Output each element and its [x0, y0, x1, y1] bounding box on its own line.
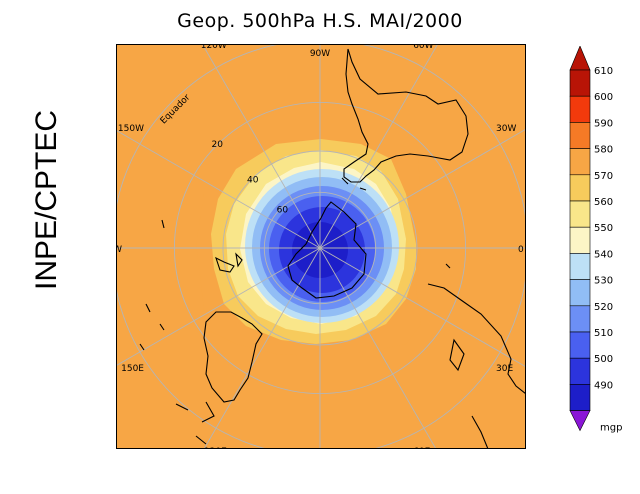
longitude-line — [319, 44, 439, 249]
longitude-label: 120E — [204, 447, 227, 449]
colorbar-level-label: 560 — [594, 197, 613, 208]
colorbar-box — [569, 253, 591, 280]
latitude-label: 20 — [211, 140, 223, 150]
longitude-labels: 90W60W30W030E60E90E120E150E180W150W120W — [116, 44, 524, 449]
longitude-label: 120W — [201, 44, 227, 51]
longitude-label: 60W — [413, 44, 433, 51]
colorbar-level-label: 540 — [594, 249, 613, 260]
coastlines — [139, 48, 526, 449]
colorbar-level-label: 570 — [594, 171, 613, 182]
colorbar-unit: mgp — [600, 423, 622, 434]
latitude-label: 60 — [277, 205, 289, 215]
map-title: Geop. 500hPa H.S. MAI/2000 — [177, 10, 463, 32]
colorbar-level-label: 610 — [594, 66, 613, 77]
longitude-label: 150E — [121, 364, 144, 374]
longitude-line — [116, 247, 321, 367]
colorbar-box — [569, 69, 591, 97]
coast-madagascar — [449, 338, 465, 372]
colorbar-level-label: 520 — [594, 302, 613, 313]
map-frame — [116, 44, 526, 449]
longitude-label: 90W — [310, 49, 330, 59]
colorbar-level-label: 600 — [594, 92, 613, 103]
longitude-line — [319, 247, 526, 368]
colorbar-box — [569, 357, 591, 385]
longitude-line — [203, 247, 321, 449]
colorbar-level-label: 550 — [594, 223, 613, 234]
colorbar-level-label: 490 — [594, 380, 613, 391]
coast-africa — [427, 283, 526, 449]
colorbar-level-label: 590 — [594, 118, 613, 129]
colorbar-bottom-arrow — [569, 410, 591, 432]
colorbar-box — [569, 305, 591, 333]
colorbar-box — [569, 279, 591, 307]
colorbar-level-label: 510 — [594, 328, 613, 339]
coast-south-america — [343, 48, 469, 183]
coast-australia — [203, 311, 263, 403]
longitude-label: 0 — [518, 245, 524, 255]
longitude-label: 60E — [413, 447, 430, 449]
colorbar-box — [569, 226, 591, 254]
agency-text: INPE/CPTEC — [30, 109, 63, 291]
longitude-label: 150W — [118, 124, 144, 134]
colorbar-level-label: 500 — [594, 354, 613, 365]
longitude-line — [319, 247, 437, 449]
colorbar-box — [569, 174, 591, 202]
agency-label: INPE/CPTEC — [22, 100, 72, 300]
coast-indonesia — [175, 401, 215, 445]
colorbar-top-arrow — [569, 46, 591, 71]
colorbar-box — [569, 200, 591, 228]
latitude-label: 40 — [247, 176, 259, 186]
colorbar-box — [569, 122, 591, 149]
longitude-label: 30W — [496, 124, 516, 134]
longitude-label: 30E — [496, 364, 513, 374]
colorbar-box — [569, 384, 591, 411]
coast-islands — [139, 177, 451, 351]
colorbar-box — [569, 148, 591, 176]
longitude-line — [116, 129, 321, 249]
polar-map: 90W60W30W030E60E90E120E150E180W150W120W … — [116, 44, 526, 449]
colorbar-box — [569, 95, 591, 123]
coast-new-zealand — [215, 252, 243, 273]
colorbar-box — [569, 331, 591, 359]
colorbar-level-label: 530 — [594, 276, 613, 287]
longitude-line — [201, 44, 321, 249]
colorbar: 610 600 590 580 570 560 550 540 530 520 510 500 490 m… — [569, 46, 622, 434]
coast-antarctica — [287, 201, 367, 299]
colorbar-level-label: 580 — [594, 145, 613, 156]
longitude-label: 180W — [116, 245, 122, 255]
